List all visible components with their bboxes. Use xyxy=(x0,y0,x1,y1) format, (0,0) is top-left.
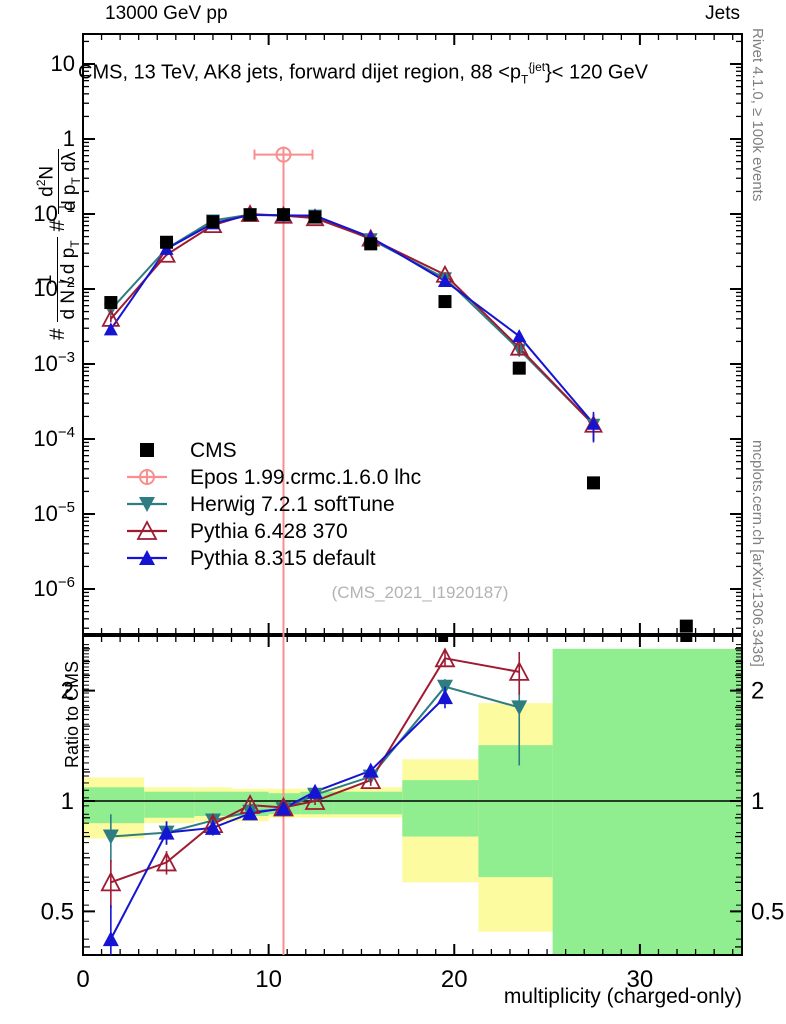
marker-triangle-up xyxy=(436,689,453,705)
ratio-series-line xyxy=(109,696,446,940)
marker-square xyxy=(243,208,257,222)
y-axis-tick-labels: 10 1 10−1 10−2 10−3 10−4 10−5 10−6 xyxy=(33,51,75,601)
ratio-band-green xyxy=(402,780,479,837)
plot-title-tail: }< 120 GeV xyxy=(545,61,648,84)
marker-square xyxy=(438,295,452,309)
marker-triangle-up xyxy=(102,931,119,947)
ratio-uncertainty-bands xyxy=(83,648,742,955)
marker-triangle-up-open xyxy=(508,660,530,681)
marker-triangle-up xyxy=(204,819,221,835)
marker-square xyxy=(679,619,693,633)
main-panel-series xyxy=(101,146,693,955)
ratio-axis-tick-labels: 2 2 1 1 0.5 0.5 xyxy=(41,678,785,926)
plot-frames xyxy=(82,33,743,956)
x-tick-label: 30 xyxy=(627,966,654,993)
y-tick-label: 10−5 xyxy=(33,499,75,526)
marker-square xyxy=(586,476,600,490)
x-axis-label: multiplicity (charged-only) xyxy=(503,985,742,1008)
legend: CMS Epos 1.99.crmc.1.6.0 lhc Herwig 7.2.1 … xyxy=(127,439,421,570)
legend-label[interactable]: Pythia 8.315 default xyxy=(190,547,376,570)
ratio-band-green xyxy=(194,791,232,817)
legend-label[interactable]: Pythia 6.428 370 xyxy=(190,520,348,543)
y-tick-label: 1 xyxy=(63,126,75,151)
ratio-band-green xyxy=(83,787,145,824)
main-plot-frame xyxy=(82,33,743,635)
series-line xyxy=(110,213,595,426)
marker-triangle-up-open xyxy=(509,337,529,356)
x-axis-tick-labels: 0 10 20 30 xyxy=(76,966,653,993)
marker-triangle-up-open xyxy=(100,871,122,892)
marker-triangle-up xyxy=(362,762,379,778)
ratio-panel-series xyxy=(100,636,693,955)
legend-label[interactable]: CMS xyxy=(190,439,237,462)
marker-triangle-up xyxy=(512,329,527,343)
marker-triangle-up-open xyxy=(156,851,178,872)
marker-triangle-up xyxy=(307,783,324,799)
plot-title-sup: {jet xyxy=(528,60,546,74)
marker-triangle-up xyxy=(139,550,155,565)
ratio-cms-overflow-marker xyxy=(438,636,449,642)
marker-triangle-up xyxy=(242,805,259,821)
marker-triangle-up-open xyxy=(360,769,382,790)
ratio-tick-label: 0.5 xyxy=(41,898,74,925)
ratio-band-green xyxy=(478,745,553,878)
y-tick-label: 10−2 xyxy=(33,274,75,301)
legend-label[interactable]: Epos 1.99.crmc.1.6.0 lhc xyxy=(190,466,421,489)
marker-triangle-up xyxy=(103,322,118,336)
marker-square xyxy=(512,361,526,375)
plot-title-main: CMS, 13 TeV, AK8 jets, forward dijet reg… xyxy=(78,61,522,84)
axis-ticks xyxy=(82,34,742,955)
marker-triangle-up xyxy=(275,800,292,816)
ratio-tick-label: 1 xyxy=(751,788,764,815)
analysis-watermark: (CMS_2021_I1920187) xyxy=(332,583,509,602)
marker-triangle-up xyxy=(437,273,452,287)
series-line xyxy=(110,212,595,426)
x-tick-label: 0 xyxy=(76,966,89,993)
ratio-band-green xyxy=(333,791,403,815)
marker-triangle-up xyxy=(158,824,175,840)
marker-square xyxy=(364,237,378,251)
marker-triangle-down xyxy=(139,497,155,512)
marker-triangle-up-open xyxy=(434,647,456,668)
ratio-plot-frame xyxy=(82,635,743,956)
marker-square xyxy=(206,215,220,229)
marker-triangle-up-open xyxy=(272,796,294,817)
header-analysis-category: Jets xyxy=(705,3,740,24)
ratio-tick-label: 2 xyxy=(61,678,74,705)
marker-square xyxy=(160,235,174,249)
marker-square xyxy=(140,443,154,457)
marker-square xyxy=(104,296,118,310)
marker-square xyxy=(276,208,290,222)
ratio-tick-label: 1 xyxy=(61,788,74,815)
ratio-tick-label: 0.5 xyxy=(751,898,784,925)
series-line xyxy=(110,213,595,425)
header-beam-info: 13000 GeV pp xyxy=(105,3,228,24)
legend-label[interactable]: Herwig 7.2.1 softTune xyxy=(190,493,395,516)
ratio-band-green xyxy=(552,648,742,955)
marker-triangle-up xyxy=(586,416,601,430)
y-tick-label: 10−1 xyxy=(33,199,75,226)
marker-triangle-down xyxy=(511,700,528,716)
marker-triangle-up-open xyxy=(304,790,326,810)
ratio-band-green xyxy=(144,791,195,818)
x-tick-label: 20 xyxy=(441,966,468,993)
plot-title: CMS, 13 TeV, AK8 jets, forward dijet reg… xyxy=(78,60,648,87)
plot-title-sub: T xyxy=(521,72,529,87)
ratio-cms-overflow-marker xyxy=(680,636,693,642)
marker-triangle-up-open xyxy=(136,520,158,540)
ratio-tick-label: 2 xyxy=(751,678,764,705)
y-tick-label: 10 xyxy=(51,51,75,76)
marker-square xyxy=(308,210,322,224)
x-tick-label: 10 xyxy=(255,966,282,993)
marker-triangle-down xyxy=(102,829,119,845)
y-tick-label: 10−3 xyxy=(33,349,75,376)
y-tick-label: 10−4 xyxy=(33,424,75,451)
y-tick-label: 10−6 xyxy=(33,574,75,601)
